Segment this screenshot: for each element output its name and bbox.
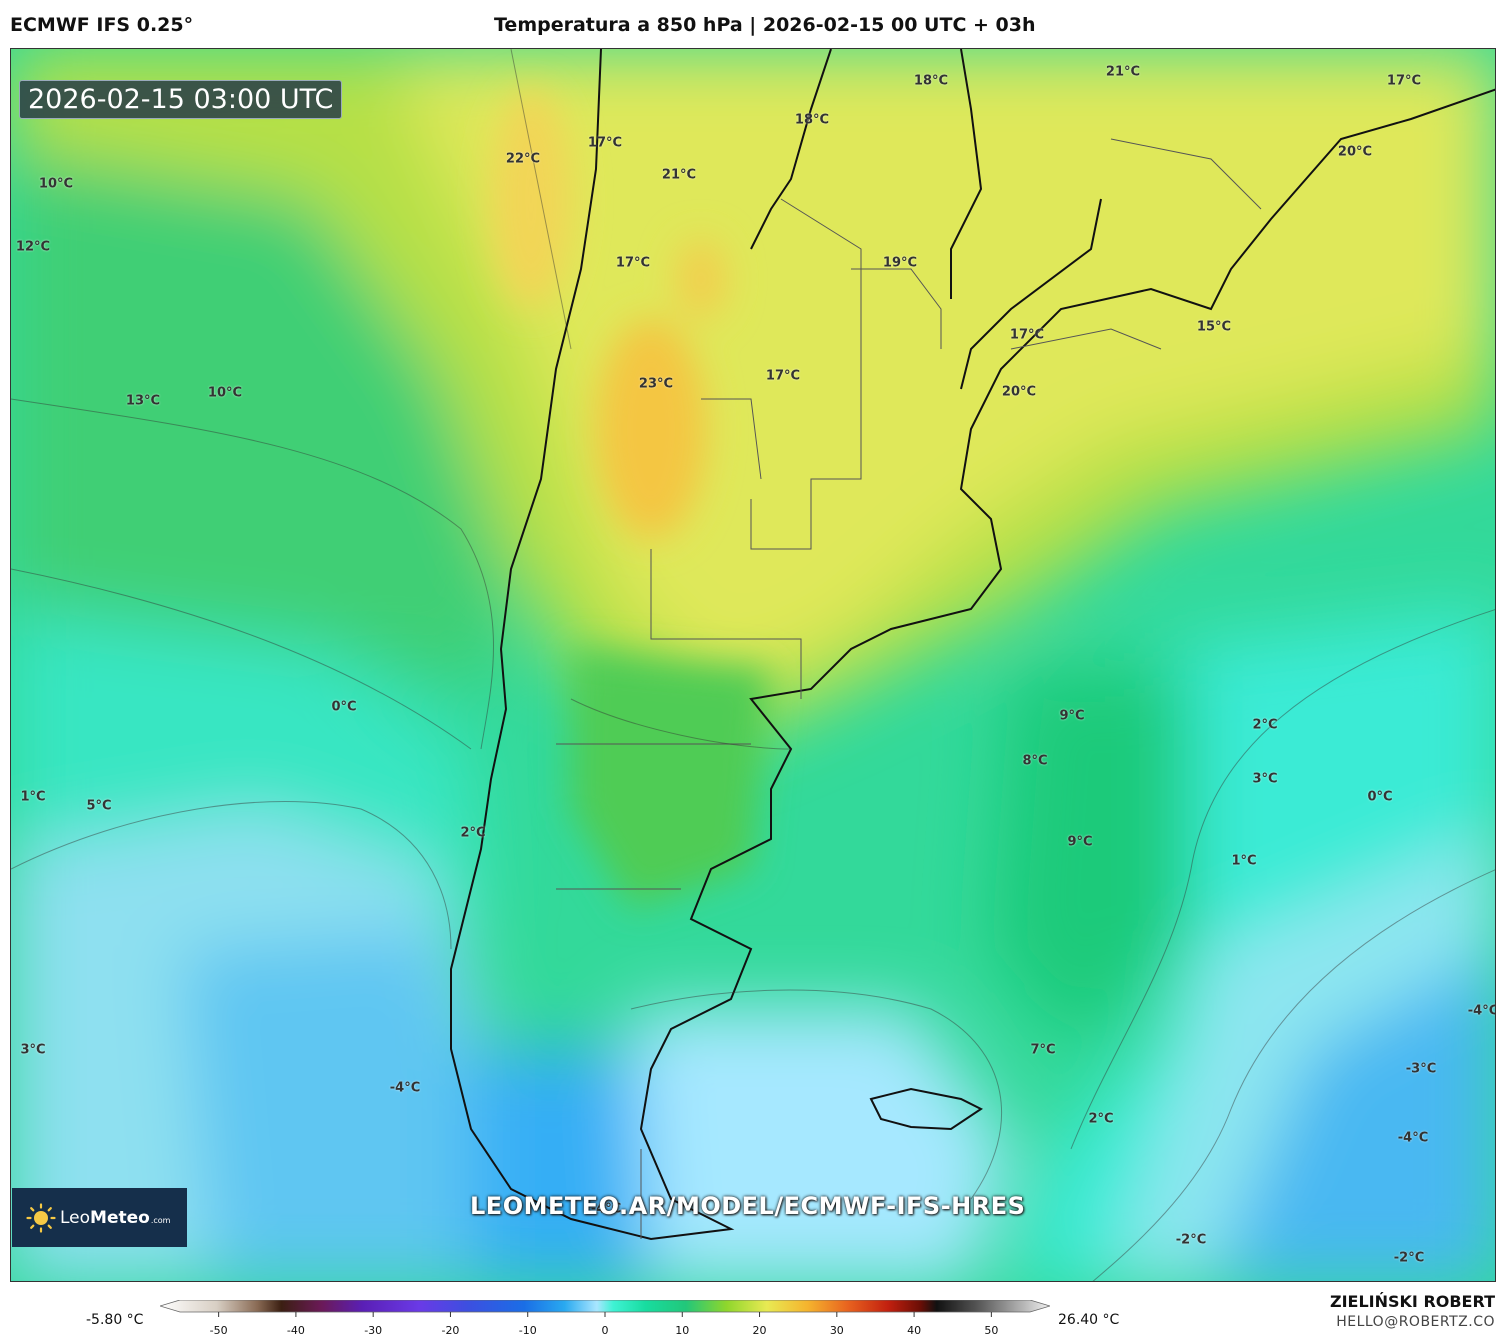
- temperature-label: 18°C: [794, 112, 830, 128]
- temperature-label: 0°C: [331, 699, 357, 715]
- temperature-label: -3°C: [1405, 1061, 1437, 1077]
- temperature-label: 20°C: [1001, 384, 1037, 400]
- logo-text: LeoMeteo: [60, 1207, 150, 1228]
- colorbar-tick-label: 50: [984, 1324, 999, 1337]
- temperature-label: 12°C: [15, 239, 51, 255]
- map-title: Temperatura a 850 hPa | 2026-02-15 00 UT…: [494, 14, 1036, 36]
- temperature-label: 21°C: [1105, 64, 1141, 80]
- temperature-label: 21°C: [661, 167, 697, 183]
- temperature-label: -4°C: [389, 1080, 421, 1096]
- temperature-label: 23°C: [638, 376, 674, 392]
- colorbar-tick-label: 40: [907, 1324, 922, 1337]
- temperature-label: 8°C: [1022, 753, 1048, 769]
- author-name: ZIELIŃSKI ROBERT: [1329, 1292, 1495, 1311]
- isotherms: [11, 49, 1495, 1281]
- temperature-label: 10°C: [38, 176, 74, 192]
- temperature-label: 1°C: [1231, 853, 1257, 869]
- temperature-label: 2°C: [1252, 717, 1278, 733]
- temperature-label: 5°C: [86, 798, 112, 814]
- leometeo-logo: LeoMeteo .com: [12, 1188, 187, 1247]
- temperature-label: 2°C: [460, 825, 486, 841]
- sun-icon: [26, 1202, 56, 1233]
- colorbar-min-label: -5.80 °C: [86, 1312, 144, 1328]
- colorbar-tick-label: -20: [441, 1324, 460, 1337]
- temperature-label: 7°C: [1030, 1042, 1056, 1058]
- temperature-label: 15°C: [1196, 319, 1232, 335]
- temperature-label: 20°C: [1337, 144, 1373, 160]
- colorbar-tick-label: -50: [209, 1324, 228, 1337]
- temperature-label: 17°C: [1386, 73, 1422, 89]
- temperature-label: 9°C: [1059, 708, 1085, 724]
- temperature-label: 13°C: [125, 393, 161, 409]
- temperature-label: 0°C: [1367, 789, 1393, 805]
- temperature-label: 17°C: [587, 135, 623, 151]
- coastline: [450, 49, 1495, 1241]
- temperature-label: 18°C: [913, 73, 949, 89]
- logo-suffix: .com: [150, 1216, 171, 1225]
- temperature-label: 19°C: [882, 255, 918, 271]
- temperature-label: 2°C: [1088, 1111, 1114, 1127]
- colorbar-tick-label: -40: [286, 1324, 305, 1337]
- temperature-label: 17°C: [765, 368, 801, 384]
- temperature-label: -4°C: [1467, 1003, 1496, 1019]
- model-name: ECMWF IFS 0.25°: [10, 14, 194, 36]
- temperature-label: 17°C: [615, 255, 651, 271]
- temperature-label: 10°C: [207, 385, 243, 401]
- colorbar: [160, 1300, 1050, 1317]
- temperature-label: 22°C: [505, 151, 541, 167]
- colorbar-tick-label: -10: [518, 1324, 537, 1337]
- temperature-label: 9°C: [1067, 834, 1093, 850]
- author-email: HELLO@ROBERTZ.CO: [1336, 1314, 1495, 1330]
- valid-time-badge: 2026-02-15 03:00 UTC: [19, 80, 343, 119]
- colorbar-tick-label: 0: [601, 1324, 609, 1337]
- temperature-label: -4°C: [590, 1201, 622, 1217]
- temperature-label: 3°C: [20, 1042, 46, 1058]
- model-url-watermark: LEOMETEO.AR/MODEL/ECMWF-IFS-HRES: [470, 1192, 1026, 1220]
- province-borders: [556, 138, 1262, 1239]
- temperature-field: [11, 49, 1495, 1281]
- temperature-label: -2°C: [1175, 1232, 1207, 1248]
- colorbar-tick-label: 30: [829, 1324, 844, 1337]
- temperature-label: 17°C: [1009, 327, 1045, 343]
- temperature-label: -4°C: [1397, 1130, 1429, 1146]
- colorbar-tick-label: -30: [364, 1324, 383, 1337]
- temperature-map: 2026-02-15 03:00 UTC 10°C 12°C 22°C 17°C 21°…: [10, 48, 1496, 1282]
- colorbar-tick-label: 20: [752, 1324, 767, 1337]
- colorbar-max-label: 26.40 °C: [1058, 1312, 1120, 1328]
- temperature-label: 3°C: [1252, 771, 1278, 787]
- colorbar-tick-label: 10: [675, 1324, 690, 1337]
- temperature-label: -2°C: [1393, 1250, 1425, 1266]
- temperature-label: 1°C: [20, 789, 46, 805]
